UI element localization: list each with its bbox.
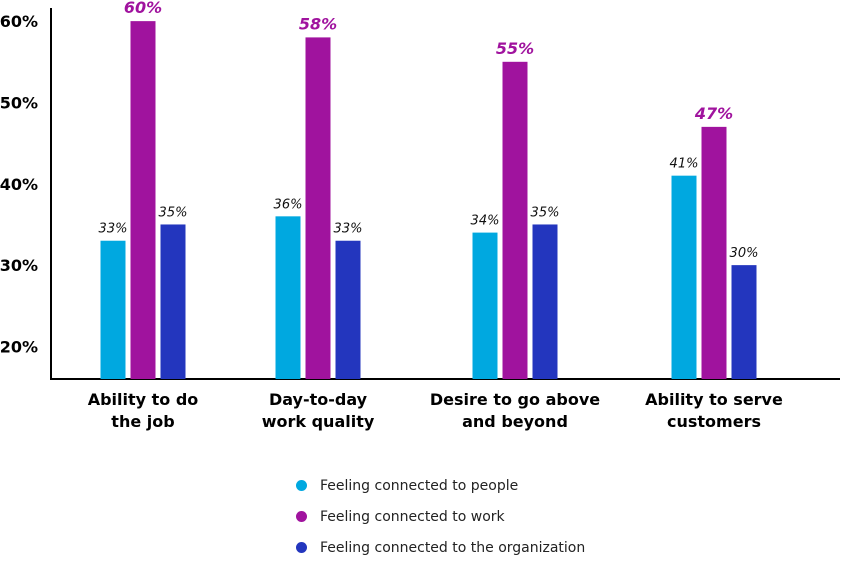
- legend-swatch: [296, 542, 307, 553]
- data-label: 30%: [730, 246, 759, 261]
- data-label: 36%: [274, 197, 303, 212]
- y-tick-label: 30%: [0, 256, 38, 275]
- legend-swatch: [296, 511, 307, 522]
- legend-item: Feeling connected to people: [296, 470, 585, 501]
- bar: [671, 175, 697, 379]
- legend-item: Feeling connected to work: [296, 501, 585, 532]
- y-tick-label: 60%: [0, 12, 38, 31]
- bar: [532, 224, 558, 379]
- y-tick-label: 50%: [0, 93, 38, 112]
- x-category-label: Ability to serve: [645, 390, 783, 409]
- legend-label: Feeling connected to the organization: [320, 539, 586, 556]
- bar: [335, 240, 361, 379]
- data-label: 35%: [159, 205, 188, 220]
- x-category-label: Ability to do: [88, 390, 199, 409]
- data-label: 41%: [670, 157, 699, 172]
- data-label: 55%: [496, 39, 534, 58]
- data-label: 34%: [471, 214, 500, 229]
- legend-item: Feeling connected to the organization: [296, 532, 585, 563]
- bar: [305, 37, 331, 380]
- x-category-label: work quality: [262, 412, 375, 431]
- legend-swatch: [296, 480, 307, 491]
- y-tick-label: 20%: [0, 337, 38, 356]
- bar: [731, 265, 757, 379]
- x-category-label: the job: [111, 412, 174, 431]
- bar: [275, 216, 301, 379]
- data-label: 33%: [99, 222, 128, 237]
- x-category-label: and beyond: [462, 412, 568, 431]
- x-category-label: customers: [667, 412, 761, 431]
- chart-legend: Feeling connected to people Feeling conne…: [296, 470, 585, 563]
- y-tick-label: 40%: [0, 175, 38, 194]
- data-label: 47%: [694, 104, 733, 123]
- bar: [130, 21, 156, 380]
- legend-label: Feeling connected to people: [320, 477, 519, 494]
- bar: [701, 126, 727, 379]
- data-label: 33%: [334, 222, 363, 237]
- x-category-label: Desire to go above: [430, 390, 600, 409]
- bar: [502, 61, 528, 380]
- bar: [472, 232, 498, 379]
- legend-label: Feeling connected to work: [320, 508, 505, 525]
- data-label: 35%: [531, 205, 560, 220]
- bar: [100, 240, 126, 379]
- data-label: 58%: [299, 14, 337, 33]
- x-category-label: Day-to-day: [269, 390, 368, 409]
- data-label: 60%: [124, 0, 162, 17]
- bar: [160, 224, 186, 379]
